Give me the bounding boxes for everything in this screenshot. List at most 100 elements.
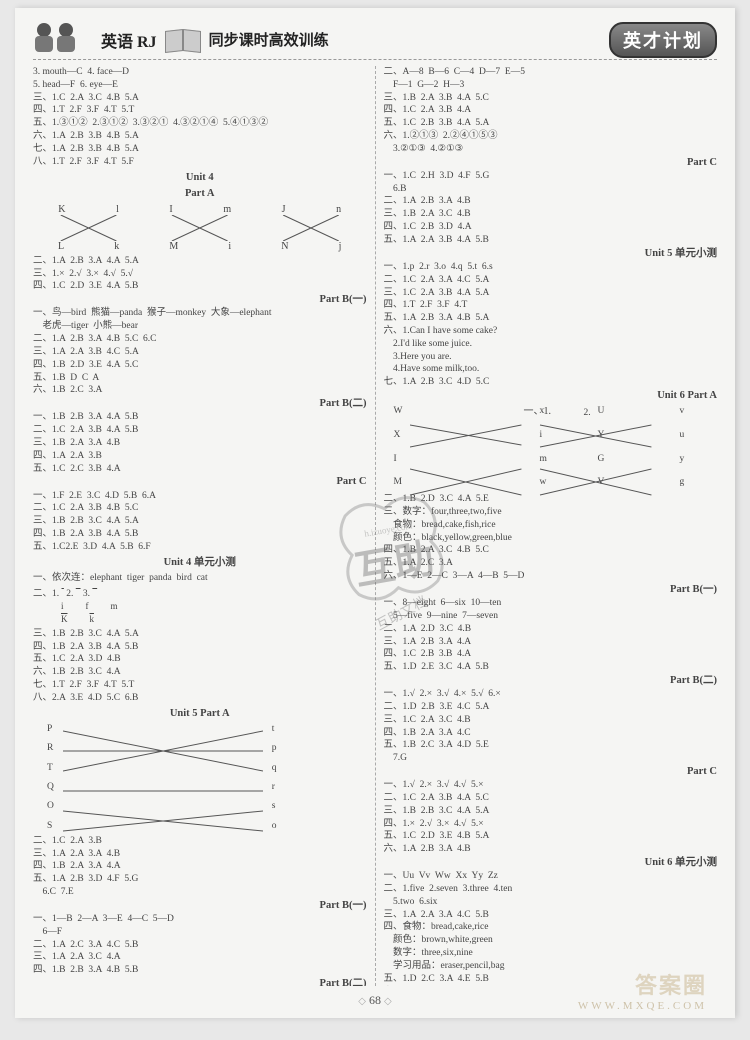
answer-line: 四、1.C 2.A 3.B 4.A: [384, 104, 718, 117]
answer-line: 三、1.B 2.B 3.C 4.A 5.A: [384, 805, 718, 818]
answer-line: 五、1.C 2.C 3.B 4.A: [33, 463, 367, 476]
answer-line: 四、1.C 2.B 3.B 4.A: [384, 648, 718, 661]
u4test-line1: 一、依次连：elephant tiger panda bird cat: [33, 572, 367, 585]
answer-line: 6.C 7.E: [33, 886, 367, 899]
answer-line: 三、1.C 2.A 3.C 4.B: [384, 714, 718, 727]
unit5-b2-title: Part B(二): [33, 977, 367, 986]
answer-line: 二、1.A 2.B 3.A 4.A 5.A: [33, 255, 367, 268]
answer-line: 一、1.C 2.H 3.D 4.F 5.G: [384, 170, 718, 183]
answer-line: 四、1.B 2.A 3.A 4.C: [384, 727, 718, 740]
answer-line: 五、1.A 2.A 3.B 4.A 5.B: [384, 234, 718, 247]
answer-line: 3.②①③ 4.②①③: [384, 143, 718, 156]
answer-line: 一、鸟—bird 熊猫—panda 猴子—monkey 大象—elephant: [33, 307, 367, 320]
bottom-watermark: 答案圈: [635, 968, 707, 1000]
answer-line: 四、1.B 2.A 3.C 4.B 5.C: [384, 544, 718, 557]
unit6-a-title: Unit 6 Part A: [384, 389, 718, 403]
answer-line: 6—F: [33, 926, 367, 939]
answer-line: 六、1.②①③ 2.②④①⑤③: [384, 130, 718, 143]
answer-line: 六、1—E 2—C 3—A 4—B 5—D: [384, 570, 718, 583]
answer-line: 一、1—B 2—A 3—E 4—C 5—D: [33, 913, 367, 926]
answer-line: 六、1.Can I have some cake?: [384, 325, 718, 338]
answer-line: 二、1.C 2.A 3.B: [33, 835, 367, 848]
answer-line: 一、8—eight 6—six 10—ten: [384, 597, 718, 610]
content-columns: 3. mouth—C 4. face—D5. head—F 6. eye—E 三、…: [33, 66, 717, 986]
answer-line: 一、Uu Vv Ww Xx Yy Zz: [384, 870, 718, 883]
answer-line: 五、1.③①② 2.③①② 3.③②① 4.③②①④ 5.④①③②: [33, 117, 367, 130]
answer-line: 6.B: [384, 183, 718, 196]
answer-line: 三、1.× 2.√ 3.× 4.√ 5.√: [33, 268, 367, 281]
answer-line: 3. mouth—C 4. face—D: [33, 66, 367, 79]
answer-line: 一、1.√ 2.× 3.√ 4.√ 5.×: [384, 779, 718, 792]
answer-line: 老虎—tiger 小熊—bear: [33, 320, 367, 333]
answer-line: 二、1.A 2.C 3.A 4.C 5.B: [33, 939, 367, 952]
answer-line: 八、2.A 3.E 4.D 5.C 6.B: [33, 692, 367, 705]
answer-line: 二、1.C 2.A 3.B 4.A 5.C: [384, 792, 718, 805]
unit4-test-fill: 二、1. 2. 3. ifm Kk: [33, 588, 367, 625]
unit6a-matching: WXIM 一、1. ximw 2.: [384, 405, 718, 491]
left-column: 3. mouth—C 4. face—D5. head—F 6. eye—E 三、…: [33, 66, 367, 986]
answer-line: 六、1.B 2.C 3.A: [33, 384, 367, 397]
answer-line: 5.two 6.six: [384, 896, 718, 909]
unit5-test-title: Unit 5 单元小测: [384, 247, 718, 261]
unit5-a-title: Unit 5 Part A: [33, 707, 367, 721]
unit4-test-title: Unit 4 单元小测: [33, 556, 367, 570]
answer-line: 四、食物：bread,cake,rice: [384, 921, 718, 934]
answer-line: 四、1.B 2.A 3.B 4.A 5.B: [33, 528, 367, 541]
answer-line: 三、1.B 2.A 3.B 4.A 5.C: [384, 92, 718, 105]
answer-line: 四、1.A 2.A 3.B: [33, 450, 367, 463]
answer-line: 一、1.B 2.B 3.A 4.A 5.B: [33, 411, 367, 424]
answer-line: 二、1.five 2.seven 3.three 4.ten: [384, 883, 718, 896]
answer-line: 五、1.B D C A: [33, 372, 367, 385]
answer-line: 三、1.A 2.A 3.A 4.C 5.B: [384, 909, 718, 922]
unit4a-matching: KlImJn LkMiNj: [33, 203, 367, 253]
unit4-b1-title: Part B(一): [33, 293, 367, 307]
answer-line: 五、1.A 2.B 3.D 4.F 5.G: [33, 873, 367, 886]
answer-line: 5—five 9—nine 7—seven: [384, 610, 718, 623]
unit5-c-title: Part C: [384, 156, 718, 170]
answer-line: 五、1.C 2.B 3.B 4.A 5.A: [384, 117, 718, 130]
unit4-b2-title: Part B(二): [33, 397, 367, 411]
answer-line: 四、1.C 2.B 3.D 4.A: [384, 221, 718, 234]
answer-line: 食物：bread,cake,fish,rice: [384, 519, 718, 532]
unit4-parta: Part A: [33, 187, 367, 201]
page-number: 68: [355, 993, 394, 1008]
answer-line: F—1 G—2 H—3: [384, 79, 718, 92]
answer-line: 七、1.A 2.B 3.B 4.B 5.A: [33, 143, 367, 156]
unit4-title: Unit 4: [33, 171, 367, 185]
answer-line: 4.Have some milk,too.: [384, 363, 718, 376]
answer-line: 三、1.B 2.B 3.C 4.A 5.A: [33, 628, 367, 641]
answer-line: 四、1.B 2.A 3.A 4.A: [33, 860, 367, 873]
answer-line: 七、1.T 2.F 3.F 4.T 5.T: [33, 679, 367, 692]
answer-line: 二、1.C 2.A 3.A 4.C 5.A: [384, 274, 718, 287]
series-badge: 英才计划: [609, 22, 717, 58]
answer-line: 一、1.F 2.E 3.C 4.D 5.B 6.A: [33, 490, 367, 503]
answer-line: 二、1.C 2.A 3.B 4.A 5.B: [33, 424, 367, 437]
answer-line: 二、1.A 2.B 3.A 4.B: [384, 195, 718, 208]
subtitle-label: 同步课时高效训练: [209, 29, 329, 50]
answer-line: 数字：three,six,nine: [384, 947, 718, 960]
answer-line: 5. head—F 6. eye—E: [33, 79, 367, 92]
answer-line: 二、A—8 B—6 C—4 D—7 E—5: [384, 66, 718, 79]
subject-label: 英语 RJ: [101, 28, 157, 52]
answer-line: 二、1.D 2.B 3.E 4.C 5.A: [384, 701, 718, 714]
page-header: 英语 RJ 同步课时高效训练 英才计划: [33, 20, 717, 60]
answer-line: 三、1.A 2.B 3.A 4.A: [384, 636, 718, 649]
answer-line: 六、1.A 2.B 3.B 4.B 5.A: [33, 130, 367, 143]
answer-line: 四、1.B 2.A 3.B 4.A 5.B: [33, 641, 367, 654]
unit6-test-title: Unit 6 单元小测: [384, 856, 718, 870]
answer-line: 颜色：brown,white,green: [384, 934, 718, 947]
answer-line: 3.Here you are.: [384, 351, 718, 364]
answer-line: 八、1.T 2.F 3.F 4.T 5.F: [33, 156, 367, 169]
kids-icon: [33, 23, 93, 57]
answer-line: 四、1.B 2.B 3.A 4.B 5.B: [33, 964, 367, 977]
answer-line: 五、1.C2.E 3.D 4.A 5.B 6.F: [33, 541, 367, 554]
answer-line: 三、数字：four,three,two,five: [384, 506, 718, 519]
answer-line: 7.G: [384, 752, 718, 765]
answer-line: 二、1.C 2.A 3.B 4.B 5.C: [33, 502, 367, 515]
answer-line: 四、1.C 2.D 3.E 4.A 5.B: [33, 280, 367, 293]
answer-line: 五、1.B 2.C 3.A 4.D 5.E: [384, 739, 718, 752]
right-column: 二、A—8 B—6 C—4 D—7 E—5 F—1 G—2 H—3三、1.B 2…: [384, 66, 718, 986]
answer-line: 二、1.A 2.B 3.A 4.B 5.C 6.C: [33, 333, 367, 346]
answer-line: 三、1.C 2.A 3.B 4.A 5.A: [384, 287, 718, 300]
answer-line: 四、1.T 2.F 3.F 4.T: [384, 299, 718, 312]
